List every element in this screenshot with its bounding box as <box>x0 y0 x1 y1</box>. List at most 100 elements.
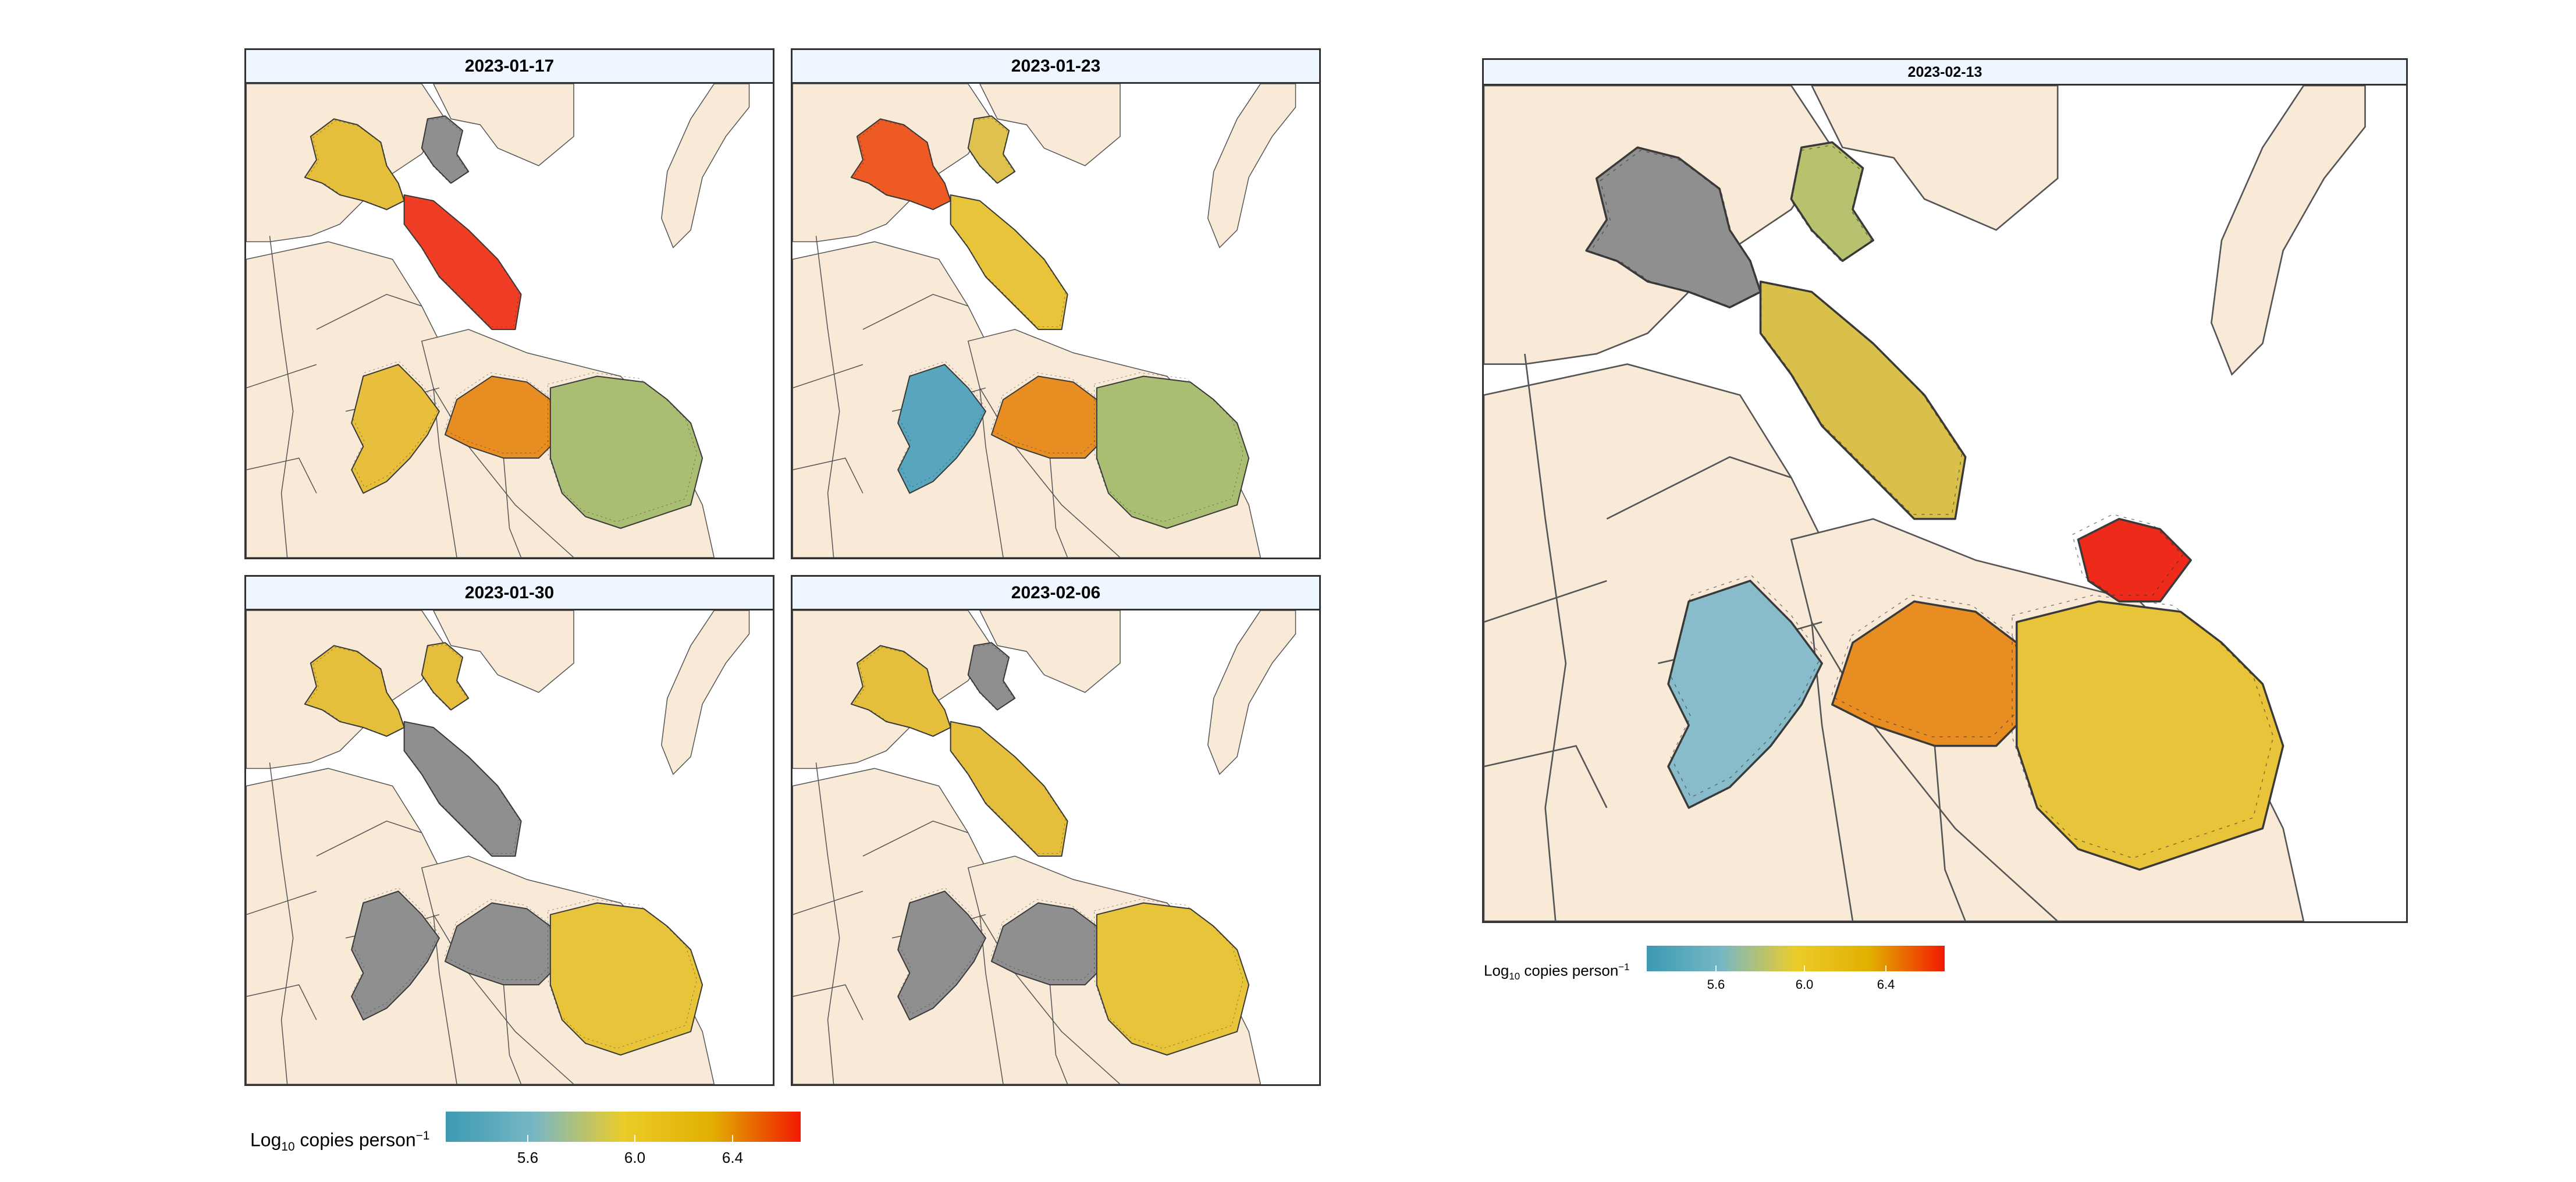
block-texture <box>404 721 520 854</box>
county-boundary <box>862 820 968 857</box>
panel-date: 2023-02-06 <box>1011 583 1101 602</box>
county-boundary <box>1049 458 1068 558</box>
block-texture <box>950 194 1066 328</box>
map-panel-2023-01-23: 2023-01-23 <box>791 48 1321 559</box>
sewershed-region-north-east <box>421 642 470 711</box>
land-east-point <box>661 610 750 775</box>
county-boundary <box>503 985 522 1084</box>
block-texture <box>404 194 520 328</box>
sewershed-region-south-west <box>1667 580 1823 809</box>
county-boundary <box>269 762 294 1084</box>
block-texture <box>2072 514 2184 596</box>
land-peninsula-north <box>1811 86 2059 231</box>
county-boundary <box>246 890 317 915</box>
county-boundary <box>316 820 422 857</box>
county-boundary <box>246 364 317 389</box>
sewershed-region-north-center <box>403 194 522 331</box>
county-boundary <box>503 458 522 558</box>
map-panel-2023-02-13: 2023-02-13 <box>1482 58 2408 923</box>
choropleth-map <box>793 610 1319 1084</box>
choropleth-map <box>1484 86 2406 921</box>
panel-date: 2023-01-17 <box>464 56 555 76</box>
legend-colorbar <box>1647 946 1945 971</box>
sewershed-region-south-east <box>549 902 703 1056</box>
legend-tick-label: 6.0 <box>1795 977 1814 992</box>
county-boundary <box>815 762 840 1084</box>
panel-date: 2023-01-30 <box>464 583 555 602</box>
sewershed-region-south-east <box>2016 600 2284 871</box>
county-boundary <box>1606 456 1792 520</box>
county-boundary <box>815 236 840 558</box>
sewershed-region-south-west <box>351 364 440 494</box>
choropleth-map <box>246 84 773 558</box>
legend-title: Log10 copies person−1 <box>250 1129 430 1154</box>
map-panel-2023-02-06: 2023-02-06 <box>791 575 1321 1086</box>
sewershed-region-north-center <box>1759 281 1967 520</box>
block-texture <box>968 644 1015 711</box>
block-texture <box>307 647 405 737</box>
land-east-point <box>1207 610 1296 775</box>
legend-tick-label: 5.6 <box>1707 977 1725 992</box>
land-east-point <box>661 84 750 249</box>
panel-strip: 2023-01-23 <box>793 50 1319 84</box>
sewershed-region-north-east <box>1790 141 1874 262</box>
legend-title: Log10 copies person−1 <box>1484 961 1630 982</box>
map-panel-2023-01-17: 2023-01-17 <box>244 48 774 559</box>
land-east-point <box>2211 86 2366 376</box>
county-boundary <box>793 984 864 1020</box>
panel-strip: 2023-02-13 <box>1484 60 2406 86</box>
county-boundary <box>1484 745 1608 808</box>
sewershed-region-north-east <box>967 115 1016 184</box>
legend-tick-label: 5.6 <box>517 1149 539 1166</box>
panel-strip: 2023-02-06 <box>793 577 1319 610</box>
county-boundary <box>1934 746 1966 921</box>
county-boundary <box>793 364 864 389</box>
block-texture <box>968 117 1015 184</box>
color-legend-left: Log10 copies person−1 5.6 6.0 6.4 <box>250 1112 809 1176</box>
choropleth-map <box>793 84 1319 558</box>
legend-tick-label: 6.0 <box>624 1149 646 1166</box>
county-boundary <box>1049 985 1068 1084</box>
legend-colorbar <box>446 1112 801 1142</box>
county-boundary <box>246 457 317 494</box>
panel-date: 2023-02-13 <box>1907 64 1982 80</box>
sewershed-region-south-east <box>549 375 703 529</box>
block-texture <box>950 721 1066 854</box>
land-peninsula-north <box>979 84 1121 166</box>
county-boundary <box>862 293 968 330</box>
block-texture <box>1760 281 1963 515</box>
county-boundary <box>316 293 422 330</box>
panel-date: 2023-01-23 <box>1011 56 1101 76</box>
sewershed-region-far-north <box>2077 517 2192 603</box>
sewershed-region-south-east <box>1096 902 1250 1056</box>
panel-strip: 2023-01-17 <box>246 50 773 84</box>
map-panel-2023-01-30: 2023-01-30 <box>244 575 774 1086</box>
county-boundary <box>1484 580 1607 623</box>
color-legend-right: Log10 copies person−1 5.6 6.0 6.4 <box>1484 946 1961 998</box>
block-texture <box>853 647 951 737</box>
sewershed-region-north-east <box>967 642 1016 711</box>
panel-strip: 2023-01-30 <box>246 577 773 610</box>
sewershed-region-north-center <box>950 194 1068 331</box>
sewershed-region-north-center <box>950 720 1068 857</box>
block-texture <box>307 120 405 210</box>
block-texture <box>1590 150 1762 308</box>
block-texture <box>1790 144 1873 262</box>
sewershed-region-north-east <box>421 115 470 184</box>
sewershed-region-south-west <box>897 364 986 494</box>
choropleth-map <box>246 610 773 1084</box>
land-peninsula-north <box>433 610 574 693</box>
sewershed-region-north-center <box>403 720 522 857</box>
county-boundary <box>793 890 864 915</box>
land-east-point <box>1207 84 1296 249</box>
block-texture <box>421 117 468 184</box>
legend-tick-label: 6.4 <box>1877 977 1895 992</box>
county-boundary <box>246 984 317 1020</box>
block-texture <box>421 644 468 711</box>
sewershed-region-south-west <box>897 890 986 1021</box>
county-boundary <box>793 457 864 494</box>
sewershed-region-south-west <box>351 890 440 1021</box>
sewershed-region-south-east <box>1096 375 1250 529</box>
block-texture <box>853 120 951 210</box>
county-boundary <box>269 236 294 558</box>
